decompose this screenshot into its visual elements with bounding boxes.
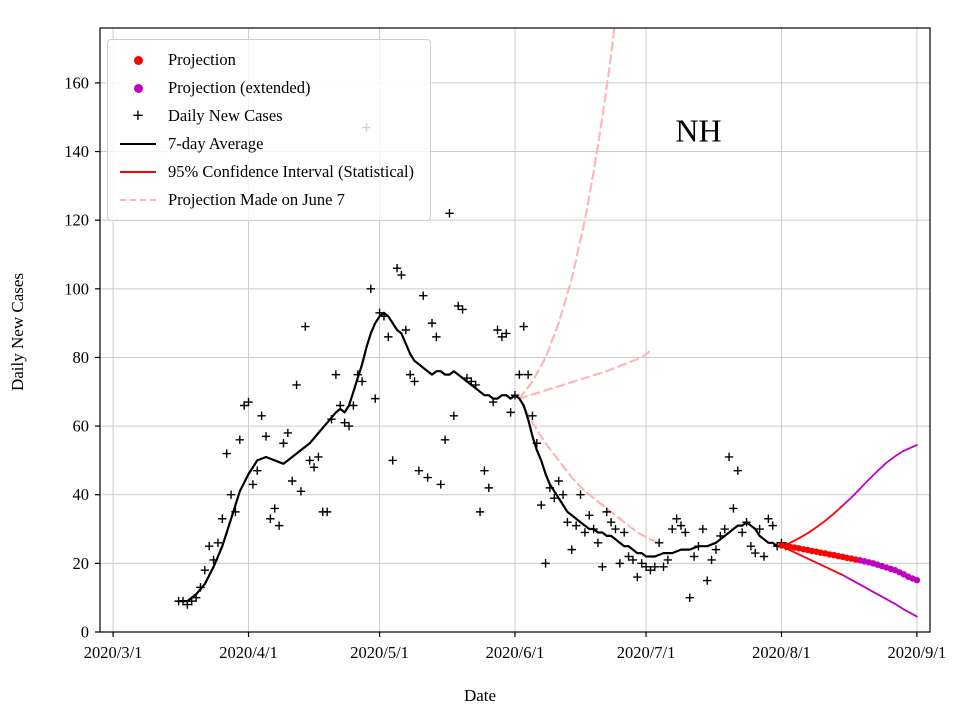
y-tick-label: 160 xyxy=(64,73,89,92)
legend-item-label: 95% Confidence Interval (Statistical) xyxy=(168,162,415,181)
y-tick-label: 120 xyxy=(64,211,89,230)
legend-line-marker xyxy=(116,163,160,181)
legend-item: Projection xyxy=(116,50,414,70)
legend-item: 95% Confidence Interval (Statistical) xyxy=(116,162,414,182)
y-tick-label: 100 xyxy=(64,279,89,298)
legend-dot-marker xyxy=(116,51,160,69)
y-axis-label: Daily New Cases xyxy=(8,272,27,392)
series-projection xyxy=(778,542,864,564)
y-tick-label: 140 xyxy=(64,142,89,161)
x-tick-label: 2020/8/1 xyxy=(752,643,811,662)
legend-dot-marker xyxy=(116,79,160,97)
series-june7_projection_mid xyxy=(518,349,652,400)
legend-item-label: 7-day Average xyxy=(168,134,264,153)
x-tick-label: 2020/7/1 xyxy=(617,643,676,662)
series-seven_day_average xyxy=(177,311,783,603)
legend-item-label: Daily New Cases xyxy=(168,106,283,125)
tick-labels: 2020/3/1 2020/4/1 2020/5/1 2020/6/1 2020/7/1… xyxy=(64,73,946,662)
series-projection_extended xyxy=(856,557,921,584)
legend-item: + Daily New Cases xyxy=(116,106,414,126)
y-tick-label: 20 xyxy=(73,554,90,573)
series-ci_lower_extended xyxy=(841,574,918,618)
series-ci_lower xyxy=(780,545,844,576)
y-tick-label: 0 xyxy=(81,623,89,642)
legend-line-marker xyxy=(116,135,160,153)
legend-dashed-line-marker xyxy=(116,191,160,209)
series-ci_upper xyxy=(780,504,844,548)
x-axis-label: Date xyxy=(463,686,497,705)
x-tick-label: 2020/9/1 xyxy=(888,643,947,662)
y-tick-label: 60 xyxy=(73,417,90,436)
x-tick-label: 2020/3/1 xyxy=(84,643,143,662)
legend-item-label: Projection (extended) xyxy=(168,78,311,97)
legend: Projection Projection (extended) + Daily Ne… xyxy=(107,39,432,221)
y-tick-label: 40 xyxy=(73,485,90,504)
series-group xyxy=(174,28,921,618)
x-tick-label: 2020/4/1 xyxy=(219,643,278,662)
y-tick-label: 80 xyxy=(73,348,90,367)
series-june7_projection_lower xyxy=(518,397,661,544)
legend-item: Projection Made on June 7 xyxy=(116,190,414,210)
legend-item-label: Projection xyxy=(168,50,236,69)
gridlines xyxy=(100,28,930,633)
legend-item: 7-day Average xyxy=(116,134,414,154)
series-daily_new_cases xyxy=(174,123,791,609)
x-tick-label: 2020/6/1 xyxy=(486,643,545,662)
legend-item: Projection (extended) xyxy=(116,78,414,98)
series-june7_projection_upper xyxy=(518,28,616,400)
legend-plus-marker: + xyxy=(132,105,144,127)
region-annotation: NH xyxy=(675,112,721,148)
series-ci_upper_extended xyxy=(841,444,918,507)
legend-item-label: Projection Made on June 7 xyxy=(168,190,345,209)
x-tick-label: 2020/5/1 xyxy=(350,643,409,662)
